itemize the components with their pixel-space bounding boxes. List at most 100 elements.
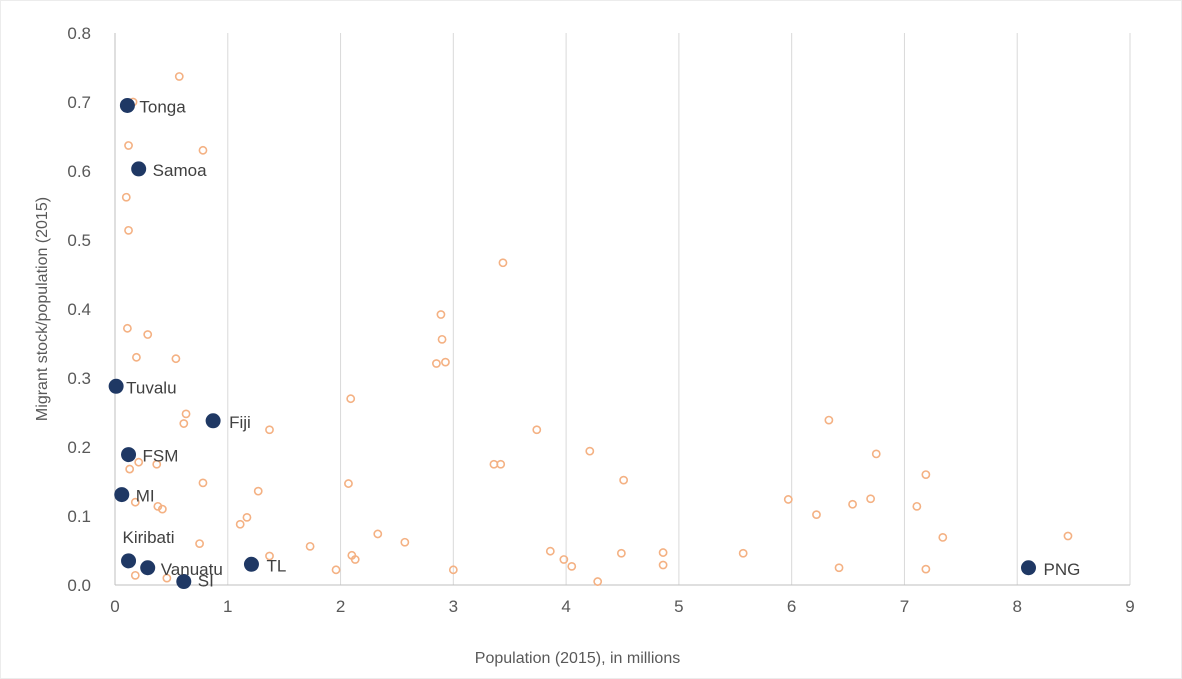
x-tick-label: 1 (223, 597, 232, 616)
scatter-point (171, 354, 181, 364)
x-axis-title: Population (2015), in millions (475, 650, 680, 667)
scatter-point (912, 501, 922, 511)
scatter-point (593, 577, 603, 586)
highlight-point (140, 560, 156, 576)
scatter-point (436, 310, 446, 319)
scatter-point (441, 357, 450, 367)
scatter-point (125, 464, 135, 474)
scatter-point (181, 409, 191, 419)
scatter-point (346, 394, 356, 404)
x-tick-label: 7 (900, 597, 909, 616)
scatter-point (198, 478, 208, 488)
scatter-point (432, 359, 441, 368)
scatter-point (124, 225, 133, 235)
highlight-point (121, 447, 137, 463)
scatter-point (496, 459, 506, 469)
point-label: Tuvalu (126, 378, 176, 397)
scatter-point (871, 449, 881, 459)
highlight-point (108, 378, 124, 394)
scatter-point (437, 334, 447, 344)
y-tick-label: 0.6 (67, 162, 91, 181)
highlight-point (114, 487, 130, 503)
scatter-point (198, 145, 208, 155)
point-label: SI (198, 572, 214, 591)
scatter-point (130, 570, 140, 580)
y-tick-label: 0.2 (67, 438, 91, 457)
point-label: Vanuatu (161, 560, 223, 579)
point-label: Fiji (229, 413, 251, 432)
scatter-point (350, 555, 360, 564)
point-label: PNG (1044, 560, 1081, 579)
scatter-point (921, 470, 931, 479)
scatter-point (179, 419, 189, 428)
scatter-point (344, 479, 353, 488)
scatter-point (559, 555, 569, 564)
scatter-point (265, 551, 274, 561)
scatter-point (253, 486, 263, 496)
scatter-point (658, 560, 668, 570)
scatter-point (616, 548, 626, 558)
x-tick-label: 0 (110, 597, 119, 616)
point-label: Tonga (139, 97, 186, 116)
point-labels: Tonga Samoa Tuvalu Fiji FSM MI Kiribati Vanuatu… (123, 97, 1081, 590)
scatter-point (153, 501, 163, 511)
scatter-point (448, 565, 458, 575)
scatter-point (498, 258, 508, 268)
y-tick-label: 0.5 (67, 231, 91, 250)
scatter-point (400, 537, 410, 547)
point-label: MI (136, 487, 155, 506)
scatter-point (242, 512, 252, 522)
scatter-point (235, 519, 245, 529)
scatter-point (545, 546, 555, 556)
scatter-point (532, 425, 542, 435)
highlight-point (119, 97, 135, 113)
y-axis-title: Migrant stock/population (2015) (34, 197, 51, 421)
scatter-point (123, 323, 132, 333)
scatter-point (373, 529, 383, 539)
scatter-point (834, 563, 844, 573)
x-tick-label: 4 (561, 597, 570, 616)
scatter-point (812, 510, 821, 520)
scatter-point (152, 459, 162, 469)
x-tick-label: 5 (674, 597, 683, 616)
y-tick-label: 0.3 (67, 369, 91, 388)
scatter-point (738, 548, 748, 558)
highlight-point (1021, 560, 1036, 576)
point-label: FSM (143, 447, 179, 466)
y-tick-label: 0.4 (67, 300, 91, 319)
x-tick-label: 3 (449, 597, 458, 616)
x-tick-labels: 0 1 2 3 4 5 6 7 8 9 (110, 597, 1134, 616)
other-points (121, 72, 1073, 586)
y-tick-label: 0.8 (67, 24, 91, 43)
scatter-point (619, 475, 629, 485)
scatter-point (162, 573, 172, 583)
y-tick-label: 0.1 (67, 507, 91, 526)
highlight-point (243, 556, 259, 572)
point-label: Samoa (153, 161, 207, 180)
scatter-point (134, 457, 144, 467)
scatter-point (305, 541, 315, 551)
highlight-point (121, 553, 137, 569)
scatter-point (124, 141, 133, 150)
scatter-point (174, 72, 184, 81)
scatter-point (143, 330, 153, 339)
scatter-point (866, 494, 876, 504)
highlight-point (205, 413, 221, 429)
scatter-point (783, 495, 793, 504)
scatter-point (130, 497, 140, 507)
scatter-point (658, 548, 668, 557)
scatter-point (331, 565, 341, 575)
point-label: TL (266, 556, 286, 575)
scatter-point (567, 561, 577, 571)
point-label: Kiribati (123, 528, 175, 547)
scatter-point (938, 532, 948, 542)
x-tick-label: 2 (336, 597, 345, 616)
scatter-point (121, 192, 131, 202)
highlighted-points (108, 97, 1036, 590)
highlight-point (176, 574, 192, 590)
x-tick-label: 8 (1012, 597, 1021, 616)
scatter-point (1063, 531, 1073, 541)
grid-lines (227, 33, 1131, 585)
y-tick-label: 0.0 (67, 576, 91, 595)
